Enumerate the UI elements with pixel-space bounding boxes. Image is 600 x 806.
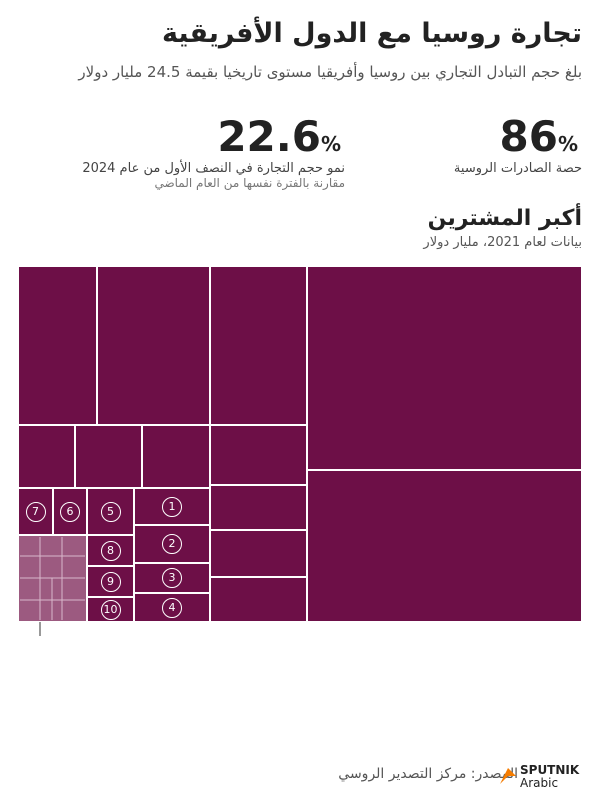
stat-value: 86 [499,112,558,161]
cell-number: 3 [162,568,182,588]
treemap-cell [306,469,583,623]
brand: SPUTNIK Arabic [520,764,579,790]
stat-note: مقارنة بالفترة نفسها من العام الماضي [154,176,345,190]
logo [500,768,516,784]
treemap-cell [74,424,143,489]
chart-subtitle: بيانات لعام 2021، مليار دولار [423,235,582,250]
treemap-cell [209,529,308,578]
treemap-cell [17,265,98,426]
stat-unit: % [320,132,341,156]
brand-sub: Arabic [520,776,559,790]
cell-number: 6 [60,501,80,522]
chart-title: أكبر المشترين [427,206,582,231]
cell-number: 10 [100,599,121,620]
stat-unit: % [557,132,578,156]
cell-number: 7 [25,501,46,522]
stat-value: 22.6 [217,112,321,161]
stat-label: نمو حجم التجارة في النصف الأول من عام 20… [82,161,345,176]
treemap-cell [141,424,211,489]
treemap-cell [209,424,308,486]
cell-number: 9 [100,571,121,592]
title: تجارة روسيا مع الدول الأفريقية [161,18,582,49]
treemap-cell [96,265,211,426]
cell-number: 2 [162,534,182,554]
source: المصدر: مركز التصدير الروسي [338,766,518,782]
treemap-cell [17,424,76,489]
cell-number: 4 [162,597,182,618]
treemap-cell [209,576,308,623]
stat: 22.6% نمو حجم التجارة في النصف الأول من … [82,112,345,190]
subtitle: بلغ حجم التبادل التجاري بين روسيا وأفريق… [78,63,582,81]
cell-number: 5 [100,501,121,522]
cell-number: 8 [100,540,121,561]
stat-label: حصة الصادرات الروسية [453,161,582,176]
cell-number: 1 [162,496,182,517]
treemap-cell [306,265,583,471]
brand-name: SPUTNIK [520,763,580,777]
stat: 86% حصة الصادرات الروسية [454,112,582,176]
